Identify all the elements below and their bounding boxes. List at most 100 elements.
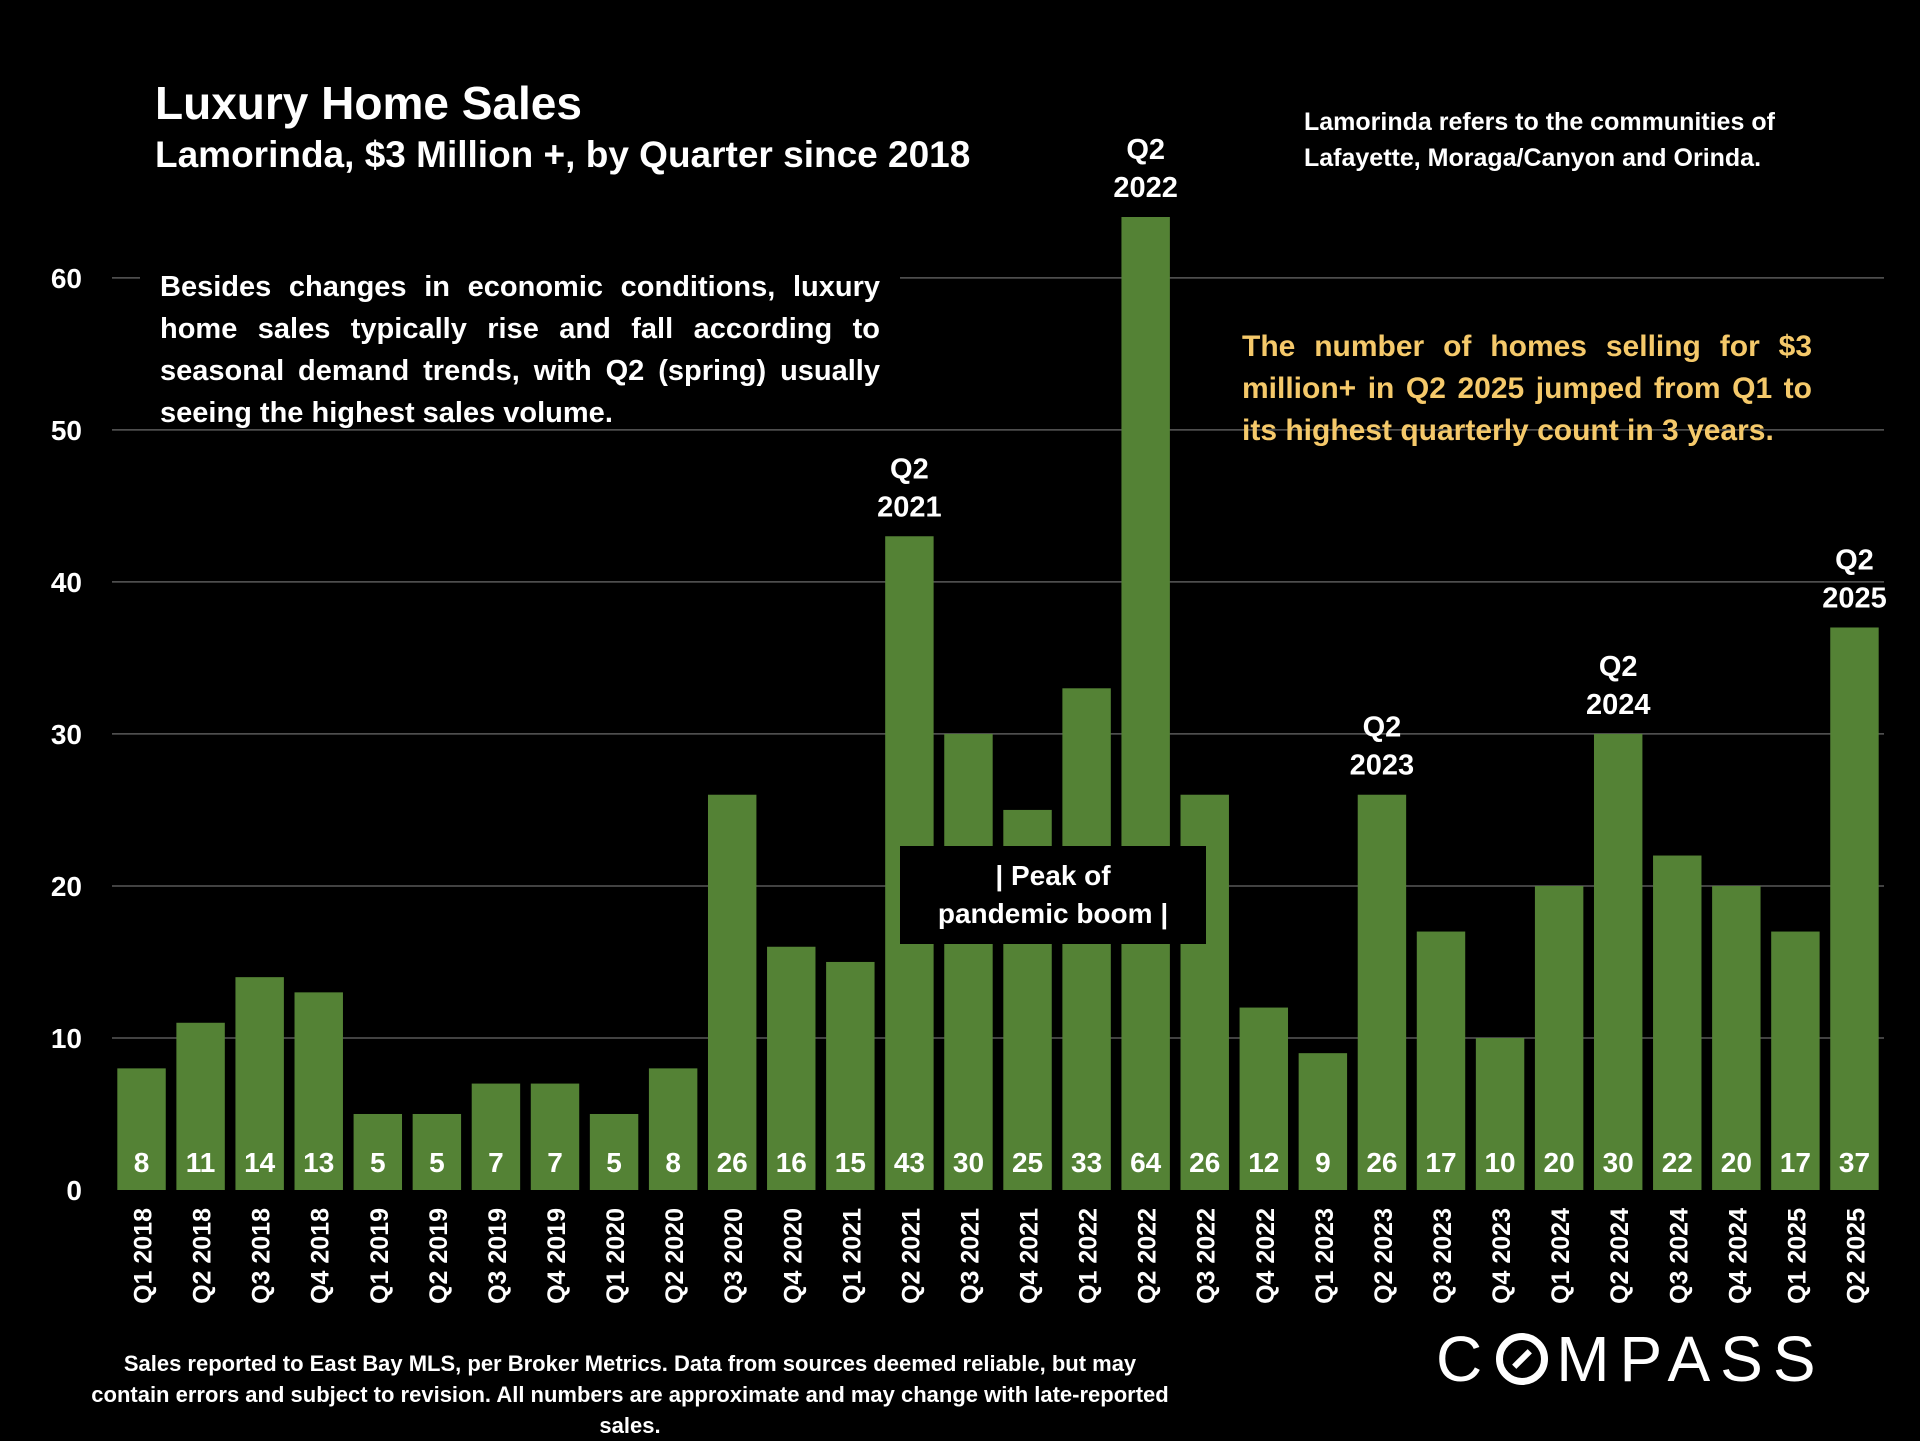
bar: [1357, 794, 1407, 1190]
x-tick-label: Q2 2021: [897, 1208, 925, 1304]
y-tick-label: 40: [51, 567, 82, 598]
bar-annotation: Q2: [1835, 544, 1874, 576]
bar-value-label: 17: [1780, 1147, 1811, 1178]
y-tick-label: 50: [51, 415, 82, 446]
y-tick-label: 30: [51, 719, 82, 750]
bar-value-label: 12: [1248, 1147, 1279, 1178]
bar-value-label: 43: [894, 1147, 925, 1178]
bar: [1593, 733, 1643, 1190]
bar-value-label: 17: [1425, 1147, 1456, 1178]
bar: [235, 977, 284, 1190]
seasonal-note: Besides changes in economic conditions, …: [160, 271, 880, 429]
bar: [176, 1022, 225, 1190]
region-note: Lamorinda refers to the communities of L…: [1304, 108, 1775, 172]
bars: [117, 217, 1879, 1190]
peak-annotation-label: | Peak of pandemic boom |: [937, 860, 1169, 929]
x-tick-label: Q3 2020: [720, 1208, 748, 1304]
bar-value-label: 7: [488, 1147, 504, 1178]
x-tick-label: Q3 2023: [1429, 1208, 1457, 1304]
x-tick-label: Q4 2021: [1016, 1208, 1044, 1304]
bar: [1653, 855, 1702, 1190]
bar-value-label: 30: [1603, 1147, 1634, 1178]
bar-value-label: 20: [1721, 1147, 1752, 1178]
bar: [648, 1068, 698, 1190]
x-tick-label: Q1 2023: [1311, 1208, 1339, 1304]
bar-annotation: Q2: [1599, 651, 1638, 683]
x-tick-label: Q3 2018: [248, 1208, 276, 1304]
bar-annotation: 2022: [1113, 172, 1178, 204]
bar-value-label: 20: [1544, 1147, 1575, 1178]
compass-o-icon: [1496, 1333, 1549, 1385]
x-tick-label: Q3 2021: [956, 1208, 984, 1304]
bar: [1416, 931, 1466, 1190]
bar-annotation: 2024: [1586, 689, 1651, 721]
bar-value-label: 16: [776, 1147, 807, 1178]
compass-logo: C MPASS: [1436, 1323, 1826, 1395]
x-tick-label: Q3 2024: [1665, 1208, 1693, 1304]
highlight-note: The number of homes selling for $3 milli…: [1242, 330, 1812, 447]
x-tick-label: Q4 2024: [1724, 1208, 1752, 1304]
x-tick-label: Q1 2022: [1075, 1208, 1103, 1304]
bar: [117, 1068, 166, 1190]
bar-value-label: 15: [835, 1147, 866, 1178]
bar-value-label: 26: [717, 1147, 748, 1178]
bar-annotation: Q2: [1126, 134, 1165, 166]
bar-value-label: 64: [1130, 1147, 1162, 1178]
bar-value-label: 25: [1012, 1147, 1043, 1178]
bar: [530, 1083, 580, 1190]
bar-value-label: 7: [547, 1147, 563, 1178]
x-tick-label: Q4 2020: [779, 1208, 807, 1304]
bar-value-label: 26: [1366, 1147, 1397, 1178]
bar-annotation: Q2: [890, 453, 929, 485]
x-tick-label: Q1 2021: [838, 1208, 866, 1304]
y-tick-label: 10: [51, 1023, 82, 1054]
y-tick-label: 0: [66, 1175, 82, 1206]
bar-value-label: 5: [606, 1147, 622, 1178]
bar: [944, 733, 993, 1190]
source-footnote: Sales reported to East Bay MLS, per Brok…: [91, 1351, 1169, 1438]
bar: [1239, 1007, 1289, 1190]
x-tick-label: Q4 2022: [1252, 1208, 1280, 1304]
bar-value-label: 8: [665, 1147, 681, 1178]
bar: [1771, 931, 1820, 1190]
x-tick-label: Q2 2019: [425, 1208, 453, 1304]
bar: [412, 1113, 462, 1190]
bar: [1830, 627, 1879, 1190]
x-tick-label: Q2 2020: [661, 1208, 689, 1304]
logo-text-end: MPASS: [1556, 1323, 1826, 1395]
logo-text-start: C: [1436, 1323, 1493, 1395]
bar: [353, 1113, 403, 1190]
bar: [1534, 885, 1584, 1190]
x-tick-label: Q2 2018: [189, 1208, 217, 1304]
bar-annotation: Q2: [1363, 712, 1402, 744]
bar: [826, 961, 875, 1190]
bar-value-label: 11: [186, 1147, 216, 1178]
bar-value-label: 37: [1839, 1147, 1870, 1178]
x-tick-label: Q3 2019: [484, 1208, 512, 1304]
bar: [707, 794, 757, 1190]
bar-value-label: 14: [244, 1147, 276, 1178]
bar-value-label: 9: [1315, 1147, 1331, 1178]
x-tick-label: Q2 2022: [1134, 1208, 1162, 1304]
y-tick-label: 20: [51, 871, 82, 902]
bar-value-label: 33: [1071, 1147, 1102, 1178]
bar-annotation: 2021: [877, 491, 942, 523]
bar: [294, 992, 343, 1190]
x-tick-label: Q1 2025: [1783, 1208, 1811, 1304]
x-tick-label: Q2 2025: [1842, 1208, 1870, 1304]
bar-value-label: 26: [1189, 1147, 1220, 1178]
x-tick-label: Q4 2019: [543, 1208, 571, 1304]
y-tick-label: 60: [51, 263, 82, 294]
bar-value-label: 10: [1484, 1147, 1515, 1178]
bar: [1475, 1037, 1525, 1190]
x-tick-label: Q3 2022: [1193, 1208, 1221, 1304]
chart-title: Luxury Home Sales: [155, 77, 582, 129]
bar: [767, 946, 816, 1190]
x-tick-label: Q4 2023: [1488, 1208, 1516, 1304]
peak-annotation-box: | Peak of pandemic boom |: [900, 846, 1206, 944]
bar: [1298, 1053, 1348, 1190]
x-tick-label: Q1 2024: [1547, 1208, 1575, 1304]
bar-value-label: 22: [1662, 1147, 1693, 1178]
bar-value-label: 30: [953, 1147, 984, 1178]
